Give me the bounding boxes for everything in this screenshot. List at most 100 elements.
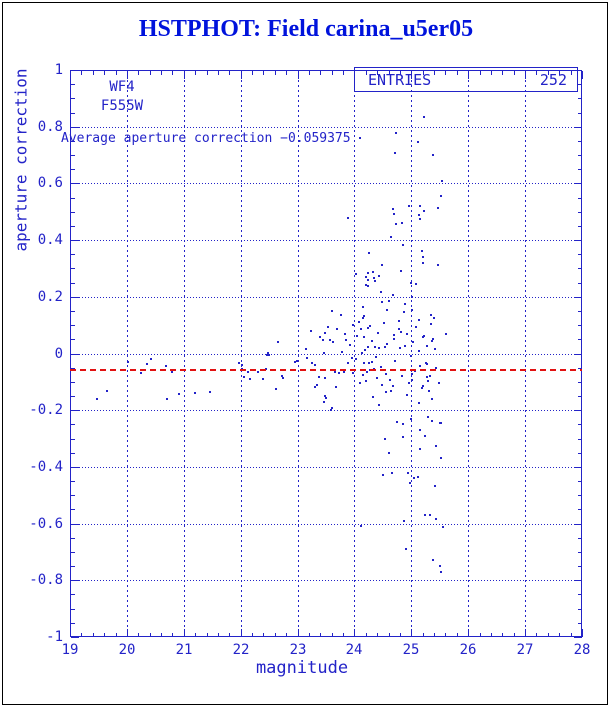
data-point: [340, 314, 342, 316]
y-tick-left: [71, 453, 75, 454]
data-point: [282, 377, 284, 379]
y-tick-left: [71, 623, 75, 624]
data-point: [410, 418, 412, 420]
y-tick-left: [71, 609, 75, 610]
x-tick-top: [514, 71, 515, 75]
data-point: [394, 360, 396, 362]
data-point: [306, 357, 308, 359]
y-tick-label: -0.2: [29, 402, 63, 418]
data-point: [324, 332, 326, 334]
data-point: [372, 396, 374, 398]
y-tick-right: [578, 169, 582, 170]
x-tick-bottom: [411, 629, 412, 637]
x-tick-label: 21: [175, 642, 193, 658]
data-point: [368, 362, 370, 364]
data-point: [365, 380, 367, 382]
y-tick-right: [578, 424, 582, 425]
data-point: [423, 335, 425, 337]
x-tick-top: [150, 71, 151, 75]
x-tick-top: [411, 71, 412, 79]
data-point: [423, 116, 425, 118]
y-tick-left: [71, 240, 79, 241]
x-tick-top: [366, 71, 367, 75]
data-point: [355, 273, 357, 275]
data-point: [434, 485, 436, 487]
data-point: [389, 379, 391, 381]
data-point: [396, 421, 398, 423]
x-tick-top: [275, 71, 276, 75]
data-point: [281, 375, 283, 377]
data-point: [363, 315, 365, 317]
y-tick-left: [71, 141, 75, 142]
x-tick-bottom: [116, 633, 117, 637]
y-tick-left: [71, 410, 79, 411]
data-point: [330, 409, 332, 411]
x-tick-top: [252, 71, 253, 75]
data-point: [435, 367, 437, 369]
y-tick-left: [71, 283, 75, 284]
y-tick-right: [578, 609, 582, 610]
data-point: [438, 382, 440, 384]
y-tick-left: [71, 396, 75, 397]
data-point: [96, 398, 98, 400]
data-point: [385, 391, 387, 393]
y-tick-left: [71, 183, 79, 184]
x-tick-bottom: [480, 633, 481, 637]
horizontal-gridline: [70, 524, 582, 525]
y-tick-right: [578, 538, 582, 539]
data-point: [429, 514, 431, 516]
y-tick-left: [71, 198, 75, 199]
x-tick-bottom: [423, 633, 424, 637]
y-tick-left: [71, 155, 75, 156]
x-tick-label: 25: [402, 642, 420, 658]
x-tick-bottom: [445, 633, 446, 637]
x-tick-bottom: [81, 633, 82, 637]
y-tick-left: [71, 424, 75, 425]
x-tick-top: [161, 71, 162, 75]
x-tick-top: [70, 71, 71, 79]
data-point: [431, 340, 433, 342]
data-point: [372, 271, 374, 273]
data-point: [362, 374, 364, 376]
x-tick-top: [116, 71, 117, 75]
x-tick-top: [207, 71, 208, 75]
data-point: [430, 323, 432, 325]
x-tick-bottom: [195, 633, 196, 637]
data-point: [349, 344, 351, 346]
x-tick-top: [286, 71, 287, 75]
data-point: [421, 250, 423, 252]
y-tick-right: [578, 311, 582, 312]
x-tick-top: [172, 71, 173, 75]
y-tick-right: [574, 467, 582, 468]
x-tick-bottom: [241, 629, 242, 637]
data-point: [364, 349, 366, 351]
y-tick-left: [71, 339, 75, 340]
data-point: [410, 355, 412, 357]
y-tick-left: [71, 368, 75, 369]
y-tick-right: [574, 580, 582, 581]
y-tick-right: [578, 509, 582, 510]
data-point: [316, 384, 318, 386]
y-tick-right: [578, 268, 582, 269]
data-point: [392, 385, 394, 387]
x-tick-top: [502, 71, 503, 75]
x-tick-label: 19: [61, 642, 79, 658]
y-tick-left: [71, 325, 75, 326]
data-point: [341, 351, 343, 353]
x-tick-top: [434, 71, 435, 75]
y-tick-left: [71, 268, 75, 269]
data-point: [356, 335, 358, 337]
data-point: [365, 276, 367, 278]
data-point: [427, 416, 429, 418]
data-point: [327, 326, 329, 328]
data-point: [165, 365, 167, 367]
y-tick-left: [71, 594, 75, 595]
vertical-gridline: [525, 70, 526, 637]
data-point: [127, 361, 129, 363]
x-tick-top: [559, 71, 560, 75]
x-tick-bottom: [502, 633, 503, 637]
y-tick-left: [71, 382, 75, 383]
data-point: [378, 275, 380, 277]
x-tick-bottom: [93, 633, 94, 637]
y-tick-right: [578, 495, 582, 496]
